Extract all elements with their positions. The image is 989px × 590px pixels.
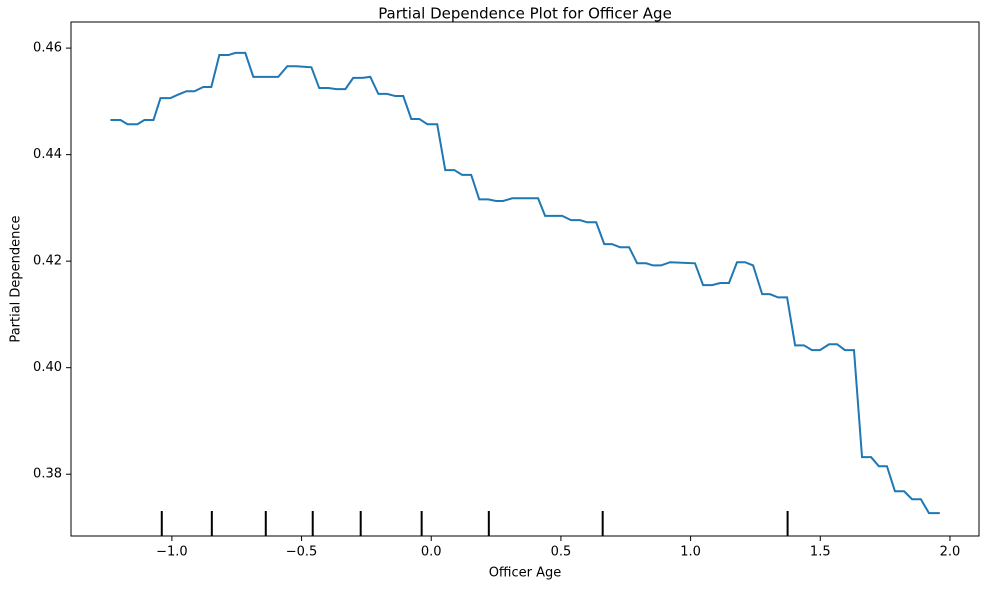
y-tick-label: 0.46 bbox=[33, 41, 62, 56]
y-axis-label: Partial Dependence bbox=[9, 215, 24, 342]
axes-frame bbox=[70, 21, 980, 537]
y-tick-label: 0.40 bbox=[33, 360, 62, 375]
x-tick-label: 0.0 bbox=[421, 545, 442, 560]
y-tick-label: 0.38 bbox=[33, 467, 62, 482]
x-tick-label: −0.5 bbox=[286, 545, 318, 560]
x-tick-label: −1.0 bbox=[156, 545, 188, 560]
chart-title: Partial Dependence Plot for Officer Age bbox=[378, 5, 672, 23]
x-tick-label: 2.0 bbox=[940, 545, 961, 560]
y-tick-label: 0.42 bbox=[33, 254, 62, 269]
x-tick-label: 1.5 bbox=[810, 545, 831, 560]
pd-line bbox=[110, 51, 940, 515]
x-tick-label: 0.5 bbox=[551, 545, 572, 560]
y-tick-label: 0.44 bbox=[33, 147, 62, 162]
x-tick-label: 1.0 bbox=[680, 545, 701, 560]
x-axis-label: Officer Age bbox=[489, 566, 562, 581]
